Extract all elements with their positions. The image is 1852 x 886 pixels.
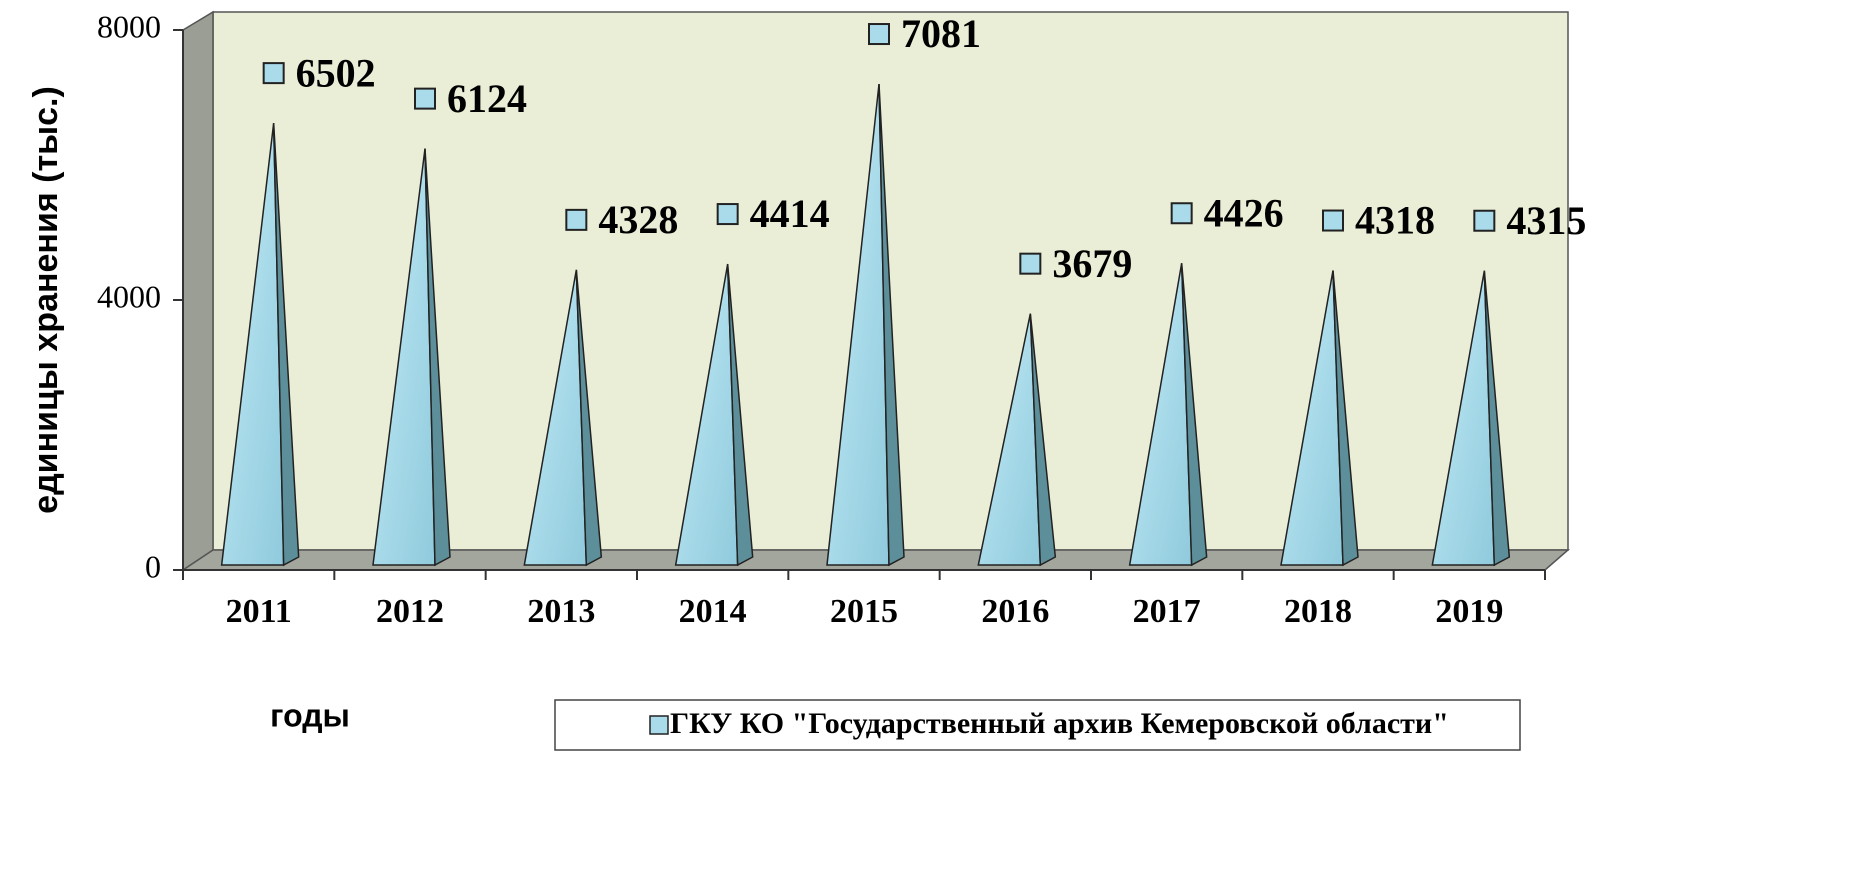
pyramid-side [1483, 270, 1511, 567]
x-tick-label: 2013 [527, 593, 595, 630]
data-label: 6502 [296, 50, 376, 95]
x-tick-label: 2018 [1284, 593, 1352, 630]
pyramid [977, 313, 1057, 567]
pyramid-side [1180, 263, 1208, 567]
pyramid [1280, 270, 1359, 567]
pyramid-side [878, 83, 905, 567]
pyramid [523, 269, 603, 567]
pyramid [826, 83, 905, 567]
data-label: 4328 [598, 197, 678, 242]
label-marker [414, 87, 436, 110]
label-marker [716, 203, 739, 226]
pyramid-side [272, 123, 300, 567]
x-tick-label: 2019 [1435, 593, 1503, 630]
y-tick-label: 0 [145, 548, 161, 584]
pyramid-side [726, 263, 754, 567]
label-marker [1019, 252, 1042, 275]
y-tick-label: 8000 [97, 8, 161, 44]
x-axis-label: годы [270, 697, 350, 733]
label-marker [1170, 202, 1193, 225]
data-label: 4318 [1355, 198, 1435, 243]
pyramid [220, 123, 300, 567]
legend-label: ГКУ КО "Государственный архив Кемеровско… [670, 707, 1449, 740]
label-marker [262, 62, 285, 85]
y-tick-label: 4000 [97, 278, 161, 314]
data-label: 7081 [901, 11, 981, 56]
data-label: 4315 [1506, 198, 1586, 243]
x-tick-label: 2016 [981, 593, 1049, 630]
x-tick-label: 2015 [830, 593, 898, 630]
x-tick-label: 2012 [376, 593, 444, 630]
pyramid [674, 263, 754, 567]
pyramid-side [1029, 313, 1057, 567]
pyramid [1431, 270, 1511, 567]
label-marker [1322, 209, 1344, 232]
pyramid-side [424, 148, 451, 567]
data-label: 3679 [1052, 241, 1132, 286]
pyramid [1128, 263, 1208, 567]
label-marker [565, 208, 588, 231]
data-label: 4426 [1204, 190, 1284, 235]
x-tick-label: 2011 [226, 593, 292, 630]
x-tick-label: 2014 [679, 593, 747, 630]
legend-swatch [649, 715, 669, 735]
data-label: 6124 [447, 76, 527, 121]
legend [554, 699, 1521, 751]
data-label: 4414 [750, 191, 830, 236]
x-tick-label: 2017 [1133, 593, 1201, 630]
pyramid-side [575, 269, 603, 567]
label-marker [868, 23, 890, 46]
pyramid [372, 148, 451, 567]
y-axis-label: единицы хранения (тыс.) [27, 86, 65, 514]
pyramid-side [1332, 270, 1359, 567]
label-marker [1473, 209, 1496, 232]
side-wall [182, 10, 214, 572]
